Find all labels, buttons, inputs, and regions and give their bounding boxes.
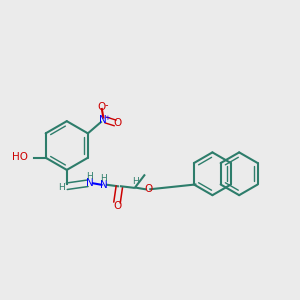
Text: N: N bbox=[100, 180, 108, 190]
Text: N: N bbox=[86, 178, 94, 188]
Text: N: N bbox=[100, 115, 107, 125]
Text: H: H bbox=[132, 177, 139, 186]
Text: H: H bbox=[58, 183, 65, 192]
Text: +: + bbox=[105, 115, 110, 121]
Text: -: - bbox=[104, 100, 108, 110]
Text: O: O bbox=[98, 102, 106, 112]
Text: HO: HO bbox=[12, 152, 28, 161]
Text: O: O bbox=[113, 118, 122, 128]
Text: O: O bbox=[144, 184, 153, 194]
Text: H: H bbox=[87, 172, 93, 181]
Text: H: H bbox=[100, 174, 107, 183]
Text: O: O bbox=[113, 201, 121, 211]
